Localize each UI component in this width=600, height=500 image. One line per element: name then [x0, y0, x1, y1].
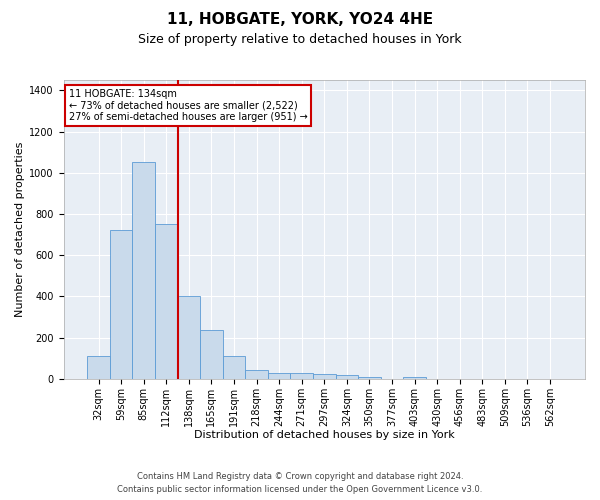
Text: Contains public sector information licensed under the Open Government Licence v3: Contains public sector information licen… — [118, 485, 482, 494]
Bar — [178, 296, 200, 379]
Text: 11 HOBGATE: 134sqm
← 73% of detached houses are smaller (2,522)
27% of semi-deta: 11 HOBGATE: 134sqm ← 73% of detached hou… — [69, 89, 307, 122]
Bar — [110, 230, 133, 379]
Bar — [245, 370, 268, 379]
Text: Contains HM Land Registry data © Crown copyright and database right 2024.: Contains HM Land Registry data © Crown c… — [137, 472, 463, 481]
Bar — [335, 374, 358, 379]
Bar — [133, 162, 155, 379]
Bar — [290, 372, 313, 379]
Bar — [223, 356, 245, 379]
Bar — [313, 374, 335, 379]
Bar — [268, 372, 290, 379]
Bar — [358, 377, 380, 379]
Text: 11, HOBGATE, YORK, YO24 4HE: 11, HOBGATE, YORK, YO24 4HE — [167, 12, 433, 28]
X-axis label: Distribution of detached houses by size in York: Distribution of detached houses by size … — [194, 430, 455, 440]
Bar — [403, 377, 426, 379]
Bar — [200, 330, 223, 379]
Text: Size of property relative to detached houses in York: Size of property relative to detached ho… — [138, 32, 462, 46]
Bar — [87, 356, 110, 379]
Bar — [155, 224, 178, 379]
Y-axis label: Number of detached properties: Number of detached properties — [15, 142, 25, 317]
